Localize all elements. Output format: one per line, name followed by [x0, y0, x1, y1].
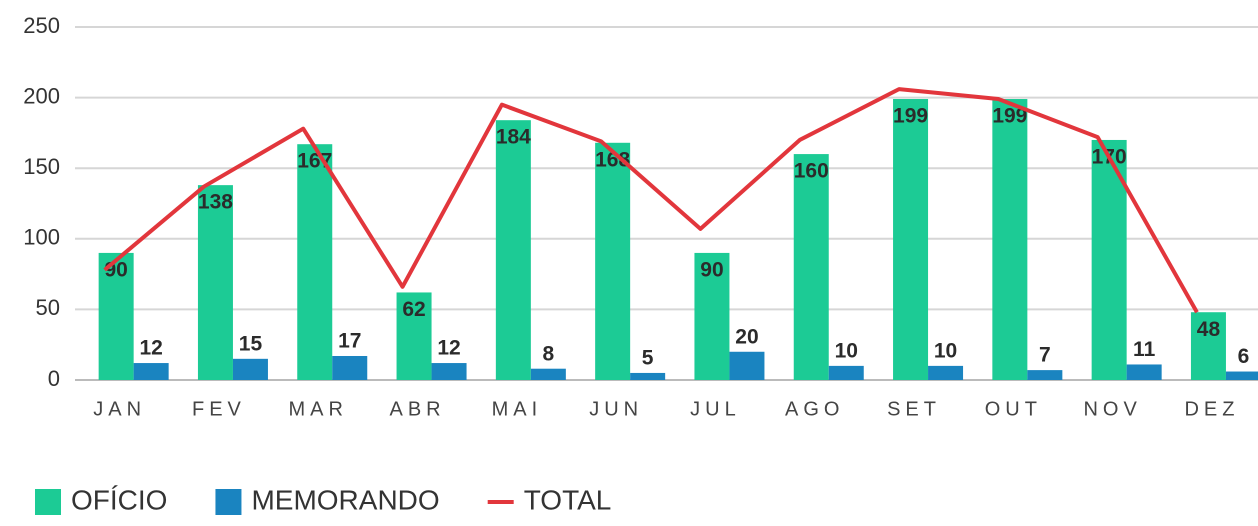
legend-label: TOTAL: [524, 484, 612, 515]
y-tick-label: 250: [23, 13, 60, 38]
data-label: 10: [934, 339, 957, 362]
data-label: 20: [735, 325, 758, 348]
data-label: 10: [835, 339, 858, 362]
bar: [1190, 312, 1226, 380]
bar: [133, 363, 169, 380]
data-label: 90: [700, 258, 723, 281]
data-label: 168: [595, 148, 630, 171]
x-tick-label: OUT: [985, 398, 1042, 420]
data-label: 62: [402, 298, 425, 321]
bar: [828, 365, 864, 380]
line: [103, 87, 1199, 314]
bar: [893, 99, 929, 381]
x-tick-label: SET: [887, 398, 941, 420]
bar: [431, 363, 467, 380]
x-tick-label: NOV: [1083, 398, 1141, 420]
y-tick-label: 0: [48, 366, 60, 391]
bar: [1126, 364, 1162, 380]
legend-swatch: [35, 489, 61, 515]
bar: [729, 351, 765, 380]
data-label: 138: [198, 191, 233, 214]
legend-swatch: [215, 489, 242, 515]
bar: [297, 144, 333, 380]
bar: [793, 154, 829, 380]
data-label: 15: [239, 332, 263, 355]
bar: [992, 99, 1028, 381]
x-tick-label: FEV: [192, 398, 246, 420]
bar: [98, 252, 134, 380]
data-label: 8: [543, 342, 555, 365]
data-label: 167: [297, 150, 332, 173]
y-tick-label: 200: [23, 83, 60, 108]
data-label: 12: [139, 337, 162, 360]
bar: [595, 142, 631, 380]
legend-label: OFÍCIO: [71, 484, 167, 515]
bar: [694, 252, 730, 380]
data-label: 48: [1197, 318, 1221, 341]
x-tick-label: DEZ: [1184, 398, 1239, 420]
bar: [332, 355, 368, 380]
data-label: 160: [794, 160, 829, 183]
y-tick-label: 150: [23, 154, 60, 179]
x-tick-label: JUN: [589, 398, 643, 420]
bar: [530, 368, 566, 380]
data-label: 5: [642, 346, 654, 369]
bar: [396, 292, 432, 380]
bar: [197, 185, 233, 380]
data-label: 11: [1133, 338, 1156, 361]
x-tick-label: JUL: [690, 398, 741, 420]
bar: [1225, 371, 1258, 380]
data-label: 199: [893, 105, 928, 128]
y-tick-label: 100: [23, 225, 60, 250]
data-label: 12: [437, 337, 460, 360]
x-tick-label: MAI: [492, 398, 543, 420]
x-tick-label: JAN: [93, 398, 146, 420]
data-label: 7: [1039, 344, 1051, 367]
data-label: 6: [1238, 345, 1250, 368]
bar: [232, 358, 268, 380]
data-label: 17: [338, 330, 361, 353]
x-tick-label: ABR: [389, 398, 445, 420]
legend-label: MEMORANDO: [251, 484, 439, 515]
bar: [1027, 370, 1063, 380]
x-tick-label: AGO: [785, 398, 844, 420]
y-tick-label: 50: [36, 295, 60, 320]
bar: [928, 365, 964, 380]
bar: [630, 372, 666, 380]
data-label: 199: [992, 105, 1027, 128]
x-tick-label: MAR: [289, 398, 348, 420]
bar: [495, 120, 531, 380]
data-label: 184: [496, 126, 531, 149]
